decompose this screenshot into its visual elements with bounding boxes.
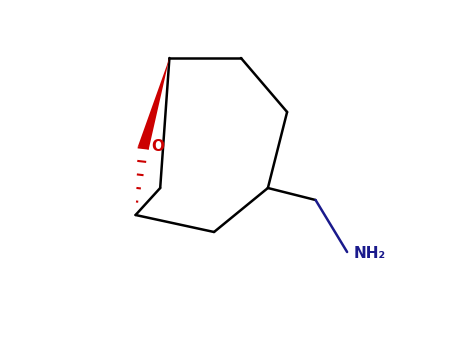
- Text: NH₂: NH₂: [354, 246, 385, 261]
- Polygon shape: [138, 58, 169, 149]
- Text: O: O: [151, 139, 164, 154]
